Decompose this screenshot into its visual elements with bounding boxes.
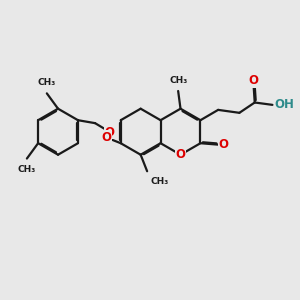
Text: O: O xyxy=(176,148,185,161)
Text: O: O xyxy=(105,125,115,139)
Text: CH₃: CH₃ xyxy=(38,78,56,87)
Text: CH₃: CH₃ xyxy=(150,177,168,186)
Text: OH: OH xyxy=(275,98,295,111)
Text: O: O xyxy=(218,138,229,151)
Text: CH₃: CH₃ xyxy=(18,165,36,174)
Text: CH₃: CH₃ xyxy=(169,76,187,85)
Text: O: O xyxy=(101,131,111,144)
Text: O: O xyxy=(248,74,259,87)
